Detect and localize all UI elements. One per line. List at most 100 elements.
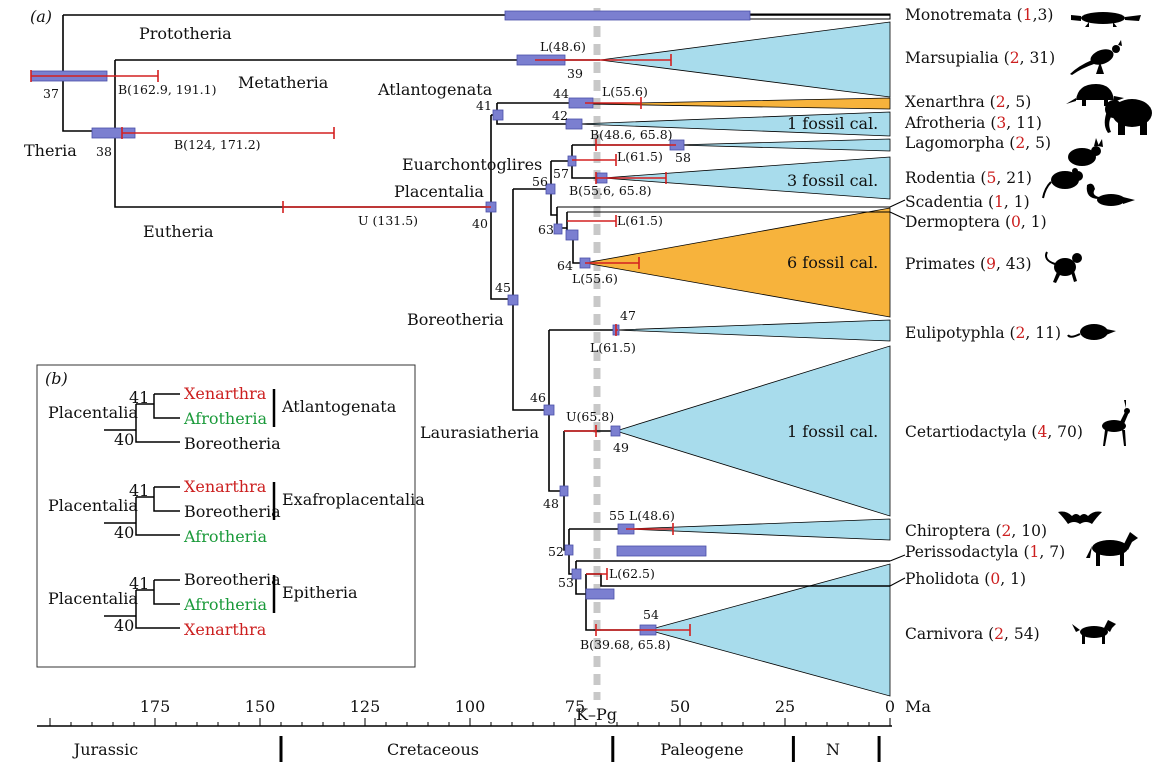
inset-tree [104,486,180,536]
fossil-notes: 1 fossil cal. 3 fossil cal. 6 fossil cal… [787,114,878,441]
node-53: 53 [558,575,574,590]
taxon-lagomorpha: Lagomorpha (2, 5) [905,134,1051,152]
inset-group-label: Epitheria [282,583,358,602]
note-primates: 6 fossil cal. [787,253,878,272]
label-atlantogenata: Atlantogenata [377,80,493,99]
taxon-marsupialia: Marsupialia (2, 31) [905,49,1055,67]
node-48: 48 [543,496,559,511]
carnivora-clade [646,563,891,697]
inset-group-label: Atlantogenata [281,397,397,416]
taxon-chiroptera: Chiroptera (2, 10) [905,522,1047,540]
node-49: 49 [613,440,629,455]
eulipotyphla-clade [615,319,891,342]
note-afrotheria: 1 fossil cal. [787,114,878,133]
inset-taxon: Boreotheria [184,502,281,521]
kpg-label: K–Pg [576,705,617,724]
period-label: N [826,740,840,759]
cal-63: L(61.5) [617,213,663,228]
panel-b-label: (b) [45,369,68,388]
note-cetartiodactyla: 1 fossil cal. [787,422,878,441]
taxon-xenarthra: Xenarthra (2, 5) [905,93,1031,111]
hpd-node-53 [571,568,582,580]
axis-tick-label: 0 [885,697,895,716]
panel-a-label: (a) [30,7,52,26]
chiroptera-clade [625,518,891,541]
dog-icon [1072,620,1116,644]
hpd-node-42 [565,118,583,130]
node-56: 56 [532,174,548,189]
taxon-eulipotyphla: Eulipotyphla (2, 11) [905,324,1061,342]
taxon-cetartiodactyla: Cetartiodactyla (4, 70) [905,423,1083,441]
cal-54: B(39.68, 65.8) [580,637,671,652]
inset-taxon: Afrotheria [183,409,267,428]
node-57: 57 [553,166,569,181]
inset-node-40: 40 [114,616,134,635]
hpd-node-41 [492,109,504,121]
lagomorpha-clade [675,138,891,152]
period-label: Cretaceous [387,740,479,759]
cal-39: L(48.6) [540,39,586,54]
gazelle-icon [1102,400,1130,446]
label-euarchontoglires: Euarchontoglires [402,155,542,174]
period-label: Paleogene [660,740,743,759]
cal-53: L(62.5) [609,566,655,581]
inset-frame [36,364,416,668]
inset-taxon: Boreotheria [184,434,281,453]
inset-node-40: 40 [114,430,134,449]
inset-hypotheses: Placentalia4140XenarthraAfrotheriaBoreot… [48,384,425,639]
hpd-node-52 [564,544,574,556]
node-39: 39 [567,66,583,81]
cal-37: B(162.9, 191.1) [118,82,216,97]
node-41: 41 [476,98,492,113]
cetartiodactyla-clade [614,345,891,517]
xenarthra-clade [584,97,891,110]
inset-taxon: Xenarthra [184,477,267,496]
hpd-node-49 [610,425,621,437]
cal-47: L(61.5) [590,340,636,355]
treeshrew-icon [1086,183,1135,206]
horse-icon [1086,532,1138,566]
axis-tick-label: 100 [455,697,486,716]
cal-55: L(48.6) [629,508,675,523]
taxon-carnivora: Carnivora (2, 54) [905,625,1040,643]
cal-40: U (131.5) [358,213,418,228]
elephant-icon [1104,99,1152,135]
hpd-monotremata [504,10,751,21]
taxon-afrotheria: Afrotheria (3, 11) [904,114,1042,132]
axis-tick-label: 25 [775,697,795,716]
node-58: 58 [675,150,691,165]
cal-49: U(65.8) [566,409,614,424]
cal-38: B(124, 171.2) [174,137,261,152]
axis-tick-label: 75 [565,697,585,716]
label-boreotheria: Boreotheria [407,310,504,329]
axis-unit: Ma [905,697,931,716]
armadillo-icon [1066,84,1124,106]
calibration-labels: B(162.9, 191.1) B(124, 171.2) U (131.5) … [118,39,675,652]
node-47: 47 [620,308,636,323]
afrotheria-clade [577,111,891,137]
cal-42: B(48.6, 65.8) [590,127,673,142]
node-54: 54 [643,607,659,622]
node-45: 45 [495,280,511,295]
hpd-node-48 [559,485,569,497]
hpd-node-46 [543,404,555,416]
taxon-monotremata: Monotremata (1,3) [905,6,1053,24]
inset-taxon: Xenarthra [184,384,267,403]
taxon-primates: Primates (9, 43) [905,255,1032,273]
taxa-labels: Monotremata (1,3) Marsupialia (2, 31) Xena… [904,6,1083,643]
cal-57-l: L(61.5) [617,149,663,164]
hpd-node-63b [565,229,579,241]
node-38: 38 [96,144,112,159]
node-52: 52 [548,544,564,559]
cal-57-b: B(55.6, 65.8) [569,183,652,198]
inset-taxon: Afrotheria [183,595,267,614]
marsupialia-clade [599,21,891,98]
taxon-pholidota: Pholidota (0, 1) [905,570,1026,588]
note-rodentia: 3 fossil cal. [787,171,878,190]
clade-triangles [577,21,891,697]
inset-node-40: 40 [114,523,134,542]
node-44: 44 [553,86,569,101]
inset-taxon: Afrotheria [183,527,267,546]
